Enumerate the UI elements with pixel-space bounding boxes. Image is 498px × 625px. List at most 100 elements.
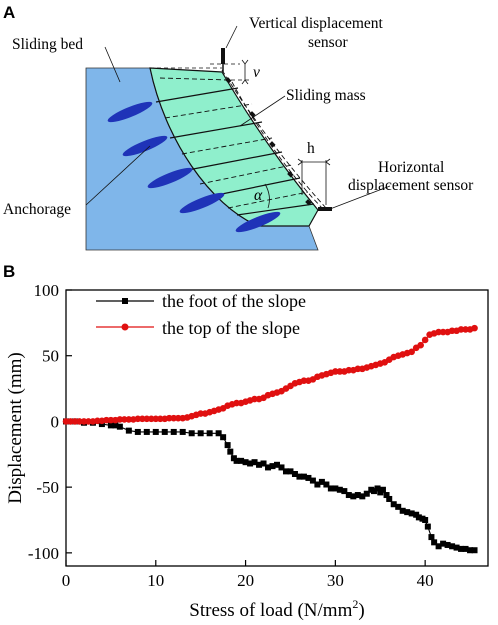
data-point: [341, 488, 348, 495]
legend-entry-top: the top of the slope: [96, 318, 300, 338]
data-point: [428, 534, 435, 541]
data-point: [134, 428, 141, 435]
data-point: [291, 471, 298, 477]
data-point: [282, 468, 289, 475]
data-point: [458, 545, 465, 552]
panel-a: A: [3, 3, 474, 251]
data-point: [462, 545, 469, 552]
label-alpha: α: [254, 187, 263, 204]
data-point: [238, 457, 245, 464]
plot-frame: [65, 289, 489, 567]
displaced-slope-line: [221, 69, 327, 209]
x-axis-ticks: 0 10 20 30 40: [62, 560, 434, 590]
data-point: [197, 430, 204, 437]
data-point: [435, 543, 442, 550]
data-point: [251, 459, 258, 466]
anchorage-bolts: [107, 101, 281, 233]
anchor-3: [147, 167, 193, 189]
data-point: [296, 473, 303, 480]
series-1: [62, 324, 478, 425]
y-tick-label: -50: [36, 478, 59, 497]
data-point: [471, 547, 478, 554]
vertical-sensor: [150, 48, 250, 85]
data-point: [386, 495, 393, 502]
data-point: [350, 493, 357, 500]
data-point: [300, 473, 307, 480]
data-point: [278, 464, 285, 471]
data-point: [314, 481, 321, 488]
data-point: [327, 485, 334, 492]
data-point: [408, 348, 415, 356]
data-point: [233, 457, 240, 464]
panel-b-letter: B: [3, 262, 15, 281]
sliding-mass: [149, 67, 319, 227]
data-point: [318, 478, 325, 485]
data-point: [188, 430, 195, 437]
data-point: [408, 510, 415, 517]
label-sliding-mass: Sliding mass: [286, 87, 366, 104]
panel-b: B 100 50 0 -50 -100 0 10 20 30 40 the foot of th…: [3, 262, 489, 621]
data-point: [354, 492, 361, 499]
data-point: [305, 474, 312, 481]
legend-label-top: the top of the slope: [162, 318, 300, 338]
x-tick-label: 0: [62, 571, 71, 590]
data-point: [227, 448, 234, 455]
panel-a-letter: A: [3, 3, 15, 22]
data-point: [323, 481, 330, 488]
x-tick-label: 40: [417, 571, 434, 590]
data-point: [363, 490, 370, 497]
series-line: [66, 420, 475, 551]
data-point: [374, 485, 381, 492]
data-point: [215, 430, 222, 437]
data-point: [152, 428, 159, 435]
data-point: [247, 460, 254, 467]
data-point: [220, 434, 227, 441]
data-point: [379, 486, 386, 493]
series-line: [66, 327, 475, 422]
data-point: [424, 523, 431, 530]
x-axis-title: Stress of load (N/mm2): [189, 597, 364, 621]
label-anchorage: Anchorage: [3, 201, 71, 218]
label-v: v: [253, 64, 260, 81]
legend-entry-foot: the foot of the slope: [96, 291, 306, 311]
data-point: [265, 464, 272, 471]
y-tick-label: -100: [28, 544, 59, 563]
mass-layers: [155, 87, 315, 216]
y-axis-title: Displacement (mm): [5, 352, 26, 503]
label-vertical-sensor-2: sensor: [308, 34, 348, 51]
y-tick-label: 100: [34, 281, 60, 300]
data-point: [359, 493, 366, 500]
data-point: [422, 517, 429, 523]
data-point: [431, 539, 438, 546]
data-point: [125, 427, 132, 434]
data-point: [383, 492, 390, 499]
x-tick-label: 10: [147, 571, 164, 590]
data-point: [287, 468, 294, 475]
mass-dashed-layers: [159, 77, 325, 211]
data-point: [112, 422, 119, 429]
data-point: [395, 503, 402, 510]
legend-label-foot: the foot of the slope: [162, 291, 306, 311]
label-vertical-sensor-1: Vertical displacement: [249, 15, 384, 32]
label-sliding-bed: Sliding bed: [12, 36, 83, 53]
data-point: [404, 509, 411, 516]
label-h: h: [307, 140, 315, 157]
data-point: [260, 460, 267, 467]
y-tick-label: 0: [51, 412, 60, 431]
x-tick-label: 20: [237, 571, 254, 590]
data-point: [206, 430, 213, 437]
horizontal-sensor: [297, 158, 332, 211]
data-point: [309, 477, 316, 484]
y-tick-label: 50: [42, 347, 59, 366]
label-horizontal-sensor-1: Horizontal: [378, 159, 444, 176]
data-point: [399, 507, 406, 514]
data-point: [242, 459, 249, 466]
data-point: [467, 547, 474, 554]
data-point: [179, 428, 186, 435]
label-horizontal-sensor-2: displacement sensor: [348, 177, 474, 194]
anchor-4: [179, 192, 225, 214]
data-point: [444, 541, 451, 548]
data-point: [345, 492, 352, 499]
series-0: [63, 418, 478, 554]
